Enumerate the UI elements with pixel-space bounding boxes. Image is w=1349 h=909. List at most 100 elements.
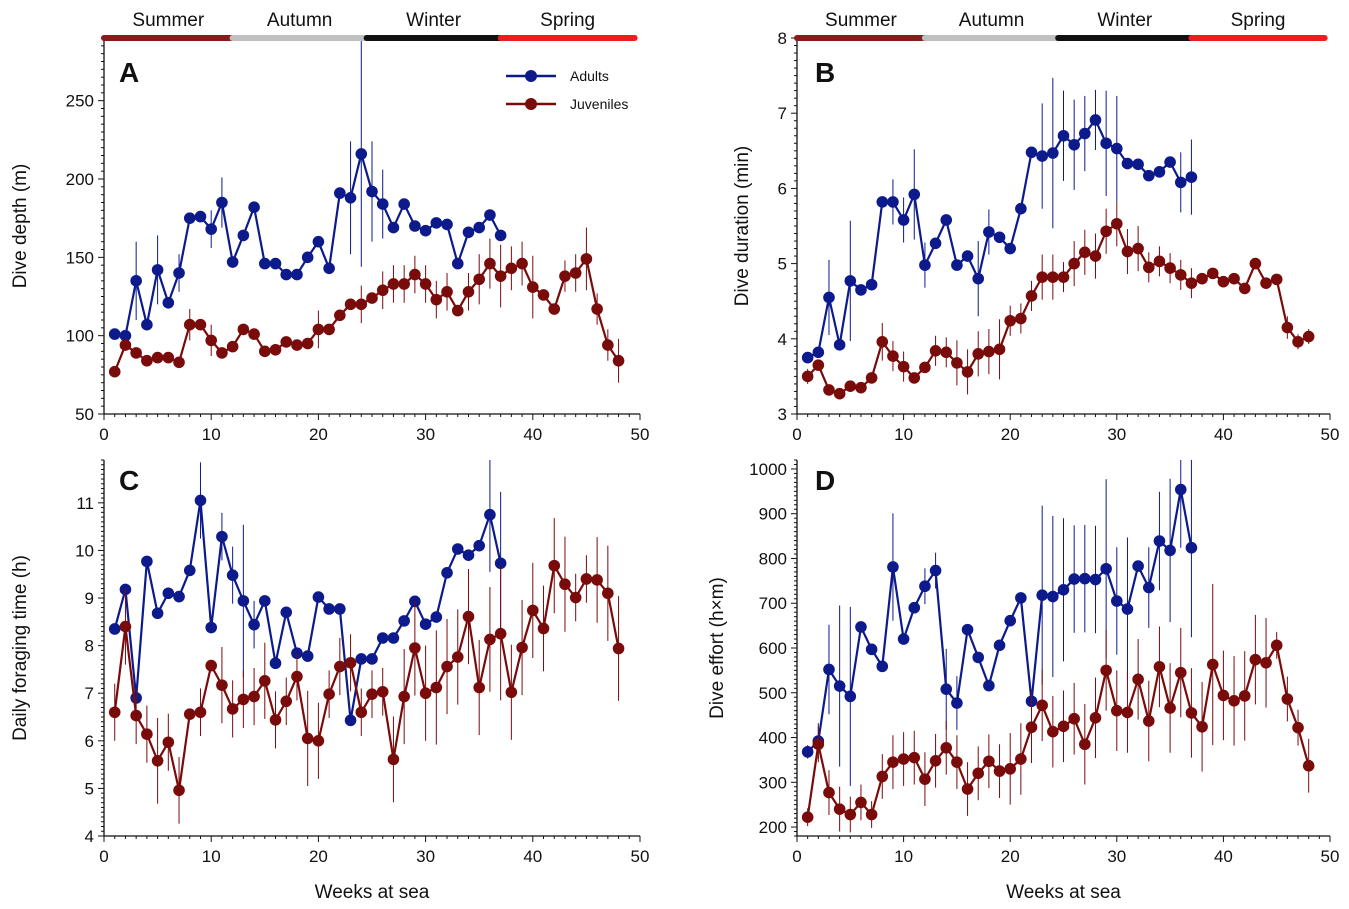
panel-d-data-point — [823, 663, 835, 676]
panel-c-data-point — [505, 686, 518, 699]
panel-b-data-point — [812, 359, 825, 371]
panel-c-y-axis-title: Daily foraging time (h) — [10, 555, 31, 741]
panel-c-data-point — [366, 688, 378, 700]
panel-c-series-adults — [108, 460, 507, 727]
panel-d-data-point — [1068, 573, 1080, 585]
legend-adults-marker — [525, 70, 537, 82]
panel-a-data-point — [473, 273, 486, 286]
panel-c-data-point — [376, 685, 389, 698]
panel-c-data-point — [130, 709, 142, 722]
panel-c-data-point — [409, 642, 421, 654]
panel-b-data-point — [1206, 267, 1219, 280]
panel-c-data-point — [151, 607, 164, 620]
panel-b-data-point — [1260, 277, 1272, 289]
panel-a-data-point — [430, 217, 443, 229]
panel-c-data-point — [430, 681, 443, 694]
legend: Adults Juveniles — [506, 68, 628, 112]
panel-a-data-point — [130, 347, 142, 359]
panel-a-data-point — [451, 304, 464, 317]
panel-b-data-point — [1228, 272, 1240, 285]
panel-a-y-tick-label: 150 — [66, 248, 94, 267]
panel-c-data-point — [419, 618, 432, 631]
panel-c-data-point — [473, 681, 486, 694]
panel-c-data-point — [312, 591, 325, 603]
panel-b-data-point — [1089, 250, 1102, 262]
legend-juveniles-label: Juveniles — [570, 96, 628, 112]
panel-a-data-point — [226, 340, 239, 353]
panel-c-data-point — [580, 573, 593, 585]
panel-b-data-point — [833, 387, 846, 400]
panel-a-data-point — [323, 262, 335, 275]
panel-a-data-point — [248, 201, 260, 213]
panel-a-x-tick-label: 20 — [309, 425, 328, 444]
panel-d-data-point — [801, 746, 814, 758]
panel-d-data-point — [1100, 562, 1112, 575]
panel-c-series-juveniles — [108, 518, 625, 824]
panel-c-data-point — [237, 693, 250, 706]
panel-a-data-point — [334, 187, 346, 199]
panel-b-data-point — [865, 372, 878, 384]
panel-a-data-point — [151, 264, 164, 276]
panel-b-data-point — [855, 381, 867, 394]
panel-d-data-point — [833, 803, 846, 815]
panel-b-data-point — [1057, 129, 1070, 142]
panel-d-data-point — [876, 770, 889, 783]
panel-a-letter: A — [119, 57, 139, 88]
panel-a-data-point — [409, 220, 421, 232]
panel-b-data-point — [983, 345, 995, 358]
panel-b-data-point — [1302, 330, 1315, 343]
panel-b-series-juveniles — [801, 201, 1315, 400]
legend-adults-label: Adults — [570, 68, 609, 84]
panel-d-data-point — [929, 755, 942, 767]
panel-d-data-point — [855, 621, 867, 633]
panel-d-data-point — [1100, 664, 1112, 677]
panel-a-data-point — [484, 209, 496, 221]
panel-c-data-point — [376, 632, 389, 644]
panel-a-data-point — [387, 221, 400, 234]
panel-d-data-point — [1057, 584, 1070, 596]
panel-c-data-point — [344, 714, 357, 727]
panel-a-data-point — [366, 292, 378, 304]
panel-c-data-point — [291, 670, 303, 683]
panel-b-data-point — [1079, 127, 1091, 140]
panel-d-data-point — [929, 564, 942, 577]
panel-b-data-point — [1079, 246, 1091, 259]
panel-a-data-point — [280, 268, 293, 281]
panel-b-data-point — [1196, 272, 1208, 285]
panel-c-y-tick-label: 7 — [85, 684, 94, 703]
panel-b-data-point — [1132, 242, 1144, 255]
panel-d-data-point — [993, 765, 1006, 777]
panel-b-data-point — [961, 366, 974, 378]
panel-d-x-axis-title: Weeks at sea — [1006, 882, 1121, 903]
panel-d-data-point — [951, 697, 963, 709]
panel-b-data-point — [929, 237, 942, 250]
panel-d-data-point — [1036, 699, 1048, 712]
panel-a-data-point — [237, 229, 250, 242]
panel-c-data-point — [334, 603, 346, 615]
panel-a-data-point — [451, 257, 464, 270]
panel-d-data-point — [961, 623, 974, 636]
panel-b-data-point — [1132, 158, 1144, 171]
panel-c: 0 10 20 30 40 50 4 5 6 7 8 9 10 11 Daily foraging time… — [10, 459, 649, 903]
panel-a-y-tick-label: 250 — [66, 92, 94, 111]
panel-d-data-point — [1217, 689, 1230, 702]
panel-b-data-point — [1047, 147, 1059, 159]
panel-b-data-point — [1281, 321, 1294, 334]
panel-a-x-tick-label: 0 — [99, 425, 108, 444]
panel-c-x-tick-label: 0 — [99, 847, 108, 866]
panel-a-data-point — [119, 339, 132, 351]
panel-d-data-point — [1121, 603, 1134, 615]
panel-a-data-point — [151, 351, 164, 364]
panel-a-data-point — [505, 262, 518, 275]
panel-a-data-point — [216, 347, 228, 359]
panel-a-data-point — [462, 226, 475, 239]
panel-c-data-point — [119, 620, 132, 633]
panel-c-data-point — [451, 543, 464, 555]
panel-a-season-label-winter: Winter — [406, 10, 462, 31]
panel-a-data-point — [419, 224, 432, 237]
panel-c-data-point — [387, 753, 400, 766]
panel-c-data-point — [323, 688, 335, 700]
panel-b-data-point — [1089, 114, 1102, 126]
panel-d-data-point — [1089, 712, 1102, 724]
panel-d-data-point — [972, 651, 985, 664]
